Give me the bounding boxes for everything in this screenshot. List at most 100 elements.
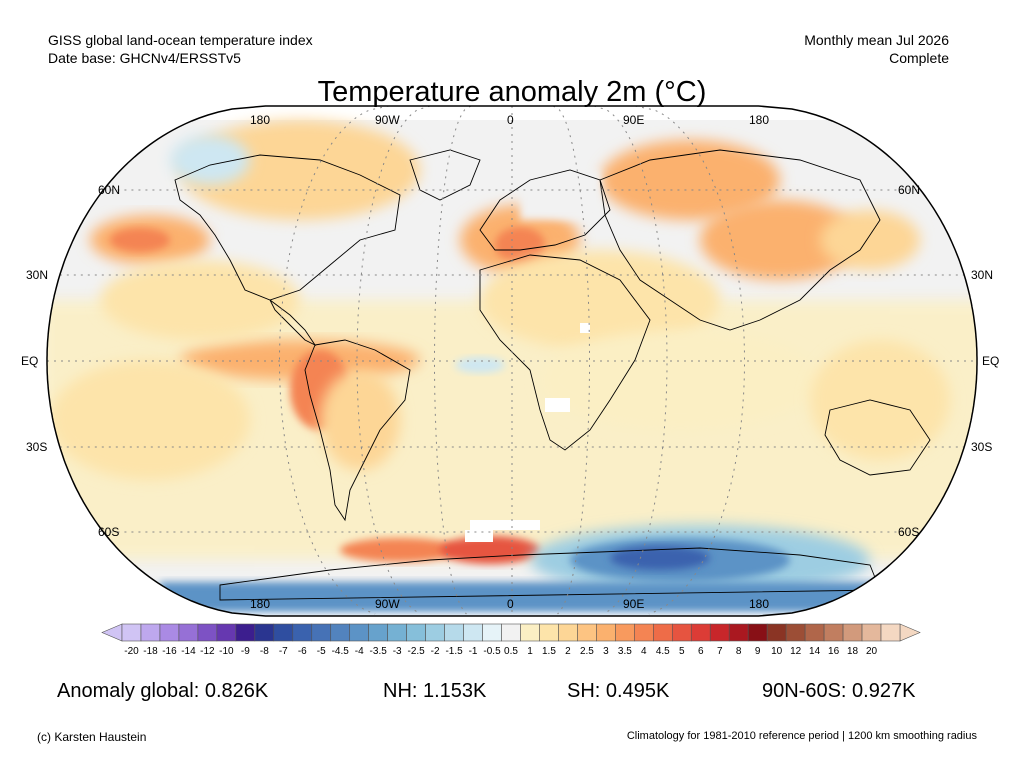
colorbar-cell [577, 623, 597, 642]
credit-text: (c) Karsten Haustein [37, 730, 147, 744]
antarctica-outline [219, 547, 881, 601]
colorbar-tick-label: -0.5 [483, 646, 501, 657]
colorbar-cell [823, 623, 844, 642]
lat-label-right-60n: 60N [898, 183, 921, 197]
colorbar-cell [842, 623, 863, 642]
nh-anomaly-value: NH: 1.153K [383, 680, 487, 702]
colorbar-cell [406, 623, 426, 642]
colorbar-tick-label: -2.5 [408, 646, 426, 657]
colorbar-tick-label: 18 [847, 646, 859, 657]
land-outlines [174, 149, 931, 601]
colorbar-tick-label: 16 [828, 646, 840, 657]
colorbar-tick-label: -6 [298, 646, 307, 657]
colorbar-cell [216, 623, 237, 642]
database-label: Date base: GHCNv4/ERSSTv5 [48, 50, 241, 66]
colorbar-tick-label: 1 [527, 646, 533, 657]
colorbar-tick-label: -10 [219, 646, 234, 657]
colorbar-cell [292, 623, 313, 642]
colorbar-cell [728, 623, 749, 642]
colorbar-cell [671, 623, 692, 642]
colorbar-tick-label: 7 [717, 646, 723, 657]
colorbar-cell [463, 623, 483, 642]
period-label: Monthly mean Jul 2026 [804, 32, 949, 48]
colorbar-cell [349, 623, 369, 642]
colorbar-tick-label: 20 [866, 646, 878, 657]
colorbar-tick-label: 3 [603, 646, 609, 657]
colorbar-cell [785, 623, 806, 642]
colorbar-tick-label: 0.5 [504, 646, 518, 657]
longitude-line [434, 106, 472, 615]
colorbar-tick-label: -16 [162, 646, 177, 657]
colorbar-tick-label: -3 [393, 646, 402, 657]
colorbar-cell [368, 623, 388, 642]
north-america-outline [174, 154, 401, 301]
climatology-note: Climatology for 1981-2010 reference peri… [626, 730, 977, 742]
colorbar-cell [311, 623, 332, 642]
australia-outline [824, 399, 931, 476]
colorbar-cell [615, 623, 635, 642]
colorbar-tick-label: -9 [241, 646, 250, 657]
colorbar-cell [804, 623, 825, 642]
colorbar-cell [766, 623, 787, 642]
colorbar-tick-label: 8 [736, 646, 742, 657]
colorbar-tick-label: 2 [565, 646, 571, 657]
colorbar-tick-label: 3.5 [618, 646, 632, 657]
colorbar-tick-label: 4.5 [656, 646, 670, 657]
colorbar-cell [520, 623, 540, 642]
colorbar-cell [444, 623, 464, 642]
colorbar-tick-label: 2.5 [580, 646, 594, 657]
longitude-line [552, 106, 590, 615]
south-america-outline [304, 339, 411, 522]
colorbar-cell [482, 623, 502, 642]
colorbar-tick-label: -12 [200, 646, 215, 657]
colorbar-tick-label: 14 [809, 646, 821, 657]
colorbar-tick-label: -4 [355, 646, 364, 657]
lon-label-top-90e: 90E [623, 113, 645, 127]
africa-outline [479, 254, 651, 451]
anomaly-field [47, 120, 977, 612]
graticule [47, 106, 977, 615]
lon-label-bottom-90w: 90W [375, 597, 400, 611]
colorbar-max-arrow [899, 623, 921, 642]
colorbar-cell [140, 623, 161, 642]
longitude-line [356, 106, 431, 615]
lon-label-top-180w: 180 [250, 113, 271, 127]
colorbar-tick-label: -1.5 [445, 646, 463, 657]
colorbar-tick-label: 1.5 [542, 646, 556, 657]
colorbar-cell [501, 623, 521, 642]
lon-label-bottom-180e: 180 [749, 597, 770, 611]
colorbar-cell [178, 623, 199, 642]
colorbar-tick-label: -18 [143, 646, 158, 657]
colorbar-tick-label: -20 [124, 646, 139, 657]
lat-label-right-30s: 30S [971, 440, 993, 454]
lat-label-left-30n: 30N [26, 268, 49, 282]
colorbar-cell [596, 623, 616, 642]
colorbar-tick-label: 12 [790, 646, 802, 657]
asia-outline [599, 149, 881, 331]
central-america-outline [269, 299, 317, 347]
colorbar-tick-label: 5 [679, 646, 685, 657]
colorbar-min-arrow [101, 623, 123, 642]
colorbar-tick-label: -3.5 [370, 646, 388, 657]
colorbar-cell [539, 623, 559, 642]
colorbar-tick-label: 4 [641, 646, 647, 657]
colorbar-cell [159, 623, 180, 642]
map-title: Temperature anomaly 2m (°C) [317, 76, 707, 108]
colorbar-cell [273, 623, 294, 642]
lat-label-left-30s: 30S [26, 440, 48, 454]
colorbar-cell [425, 623, 445, 642]
lon-label-bottom-180w: 180 [250, 597, 271, 611]
dataset-label: GISS global land-ocean temperature index [48, 32, 313, 48]
colorbar-cell [254, 623, 275, 642]
colorbar-cell [634, 623, 654, 642]
colorbar-cell [880, 623, 901, 642]
global-anomaly-value: Anomaly global: 0.826K [57, 680, 269, 702]
colorbar-tick-label: 10 [771, 646, 783, 657]
region-anomaly-value: 90N-60S: 0.927K [762, 680, 916, 702]
lon-label-bottom-90e: 90E [623, 597, 645, 611]
colorbar-tick-label: -7 [279, 646, 288, 657]
colorbar-cell [653, 623, 673, 642]
lat-label-left-60n: 60N [98, 183, 121, 197]
colorbar-cell [709, 623, 730, 642]
